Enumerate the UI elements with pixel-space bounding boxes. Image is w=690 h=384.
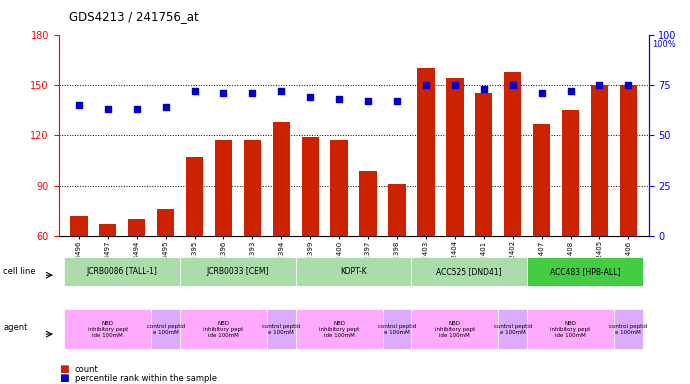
Text: NBD
inhibitory pept
ide 100mM: NBD inhibitory pept ide 100mM xyxy=(319,321,359,338)
Bar xyxy=(128,219,146,337)
Point xyxy=(594,82,605,88)
Point xyxy=(420,82,431,88)
Bar xyxy=(359,170,377,337)
Point xyxy=(391,98,402,104)
Text: ACC525 [DND41]: ACC525 [DND41] xyxy=(437,267,502,276)
Text: percentile rank within the sample: percentile rank within the sample xyxy=(75,374,217,383)
Text: NBD
inhibitory pept
ide 100mM: NBD inhibitory pept ide 100mM xyxy=(551,321,591,338)
Point xyxy=(160,104,171,110)
Text: JCRB0086 [TALL-1]: JCRB0086 [TALL-1] xyxy=(87,267,158,276)
Text: agent: agent xyxy=(3,323,28,332)
Text: count: count xyxy=(75,365,98,374)
Point xyxy=(276,88,287,94)
Text: cell line: cell line xyxy=(3,267,36,276)
Point xyxy=(131,106,142,112)
Point xyxy=(73,102,84,108)
Bar xyxy=(475,93,493,337)
Text: control peptid
e 100mM: control peptid e 100mM xyxy=(609,324,647,335)
Text: 100%: 100% xyxy=(652,40,676,49)
Text: KOPT-K: KOPT-K xyxy=(340,267,367,276)
Bar xyxy=(302,137,319,337)
Point xyxy=(478,86,489,92)
Text: GDS4213 / 241756_at: GDS4213 / 241756_at xyxy=(69,10,199,23)
Bar xyxy=(446,78,464,337)
Point xyxy=(102,106,113,112)
Point xyxy=(536,90,547,96)
Text: control peptid
e 100mM: control peptid e 100mM xyxy=(146,324,185,335)
Bar xyxy=(99,224,117,337)
Point xyxy=(565,88,576,94)
Point xyxy=(623,82,634,88)
Point xyxy=(218,90,229,96)
Point xyxy=(362,98,373,104)
Bar xyxy=(388,184,406,337)
Bar xyxy=(186,157,204,337)
Bar xyxy=(591,85,608,337)
Point xyxy=(189,88,200,94)
Point xyxy=(507,82,518,88)
Text: NBD
inhibitory pept
ide 100mM: NBD inhibitory pept ide 100mM xyxy=(204,321,244,338)
Bar xyxy=(620,85,637,337)
Text: ACC483 [HPB-ALL]: ACC483 [HPB-ALL] xyxy=(550,267,620,276)
Point xyxy=(247,90,258,96)
Bar xyxy=(331,141,348,337)
Bar xyxy=(533,124,551,337)
Text: control peptid
e 100mM: control peptid e 100mM xyxy=(378,324,416,335)
Text: control peptid
e 100mM: control peptid e 100mM xyxy=(493,324,532,335)
Point xyxy=(449,82,460,88)
Bar xyxy=(70,216,88,337)
Bar xyxy=(273,122,290,337)
Point xyxy=(334,96,345,102)
Point xyxy=(305,94,316,100)
Bar xyxy=(157,209,175,337)
Bar xyxy=(504,71,522,337)
Bar xyxy=(417,68,435,337)
Bar xyxy=(562,110,579,337)
Text: ■: ■ xyxy=(59,373,68,383)
Text: NBD
inhibitory pept
ide 100mM: NBD inhibitory pept ide 100mM xyxy=(435,321,475,338)
Bar xyxy=(215,141,232,337)
Text: NBD
inhibitory pept
ide 100mM: NBD inhibitory pept ide 100mM xyxy=(88,321,128,338)
Bar xyxy=(244,141,261,337)
Text: control peptid
e 100mM: control peptid e 100mM xyxy=(262,324,300,335)
Text: JCRB0033 [CEM]: JCRB0033 [CEM] xyxy=(207,267,269,276)
Text: ■: ■ xyxy=(59,364,68,374)
